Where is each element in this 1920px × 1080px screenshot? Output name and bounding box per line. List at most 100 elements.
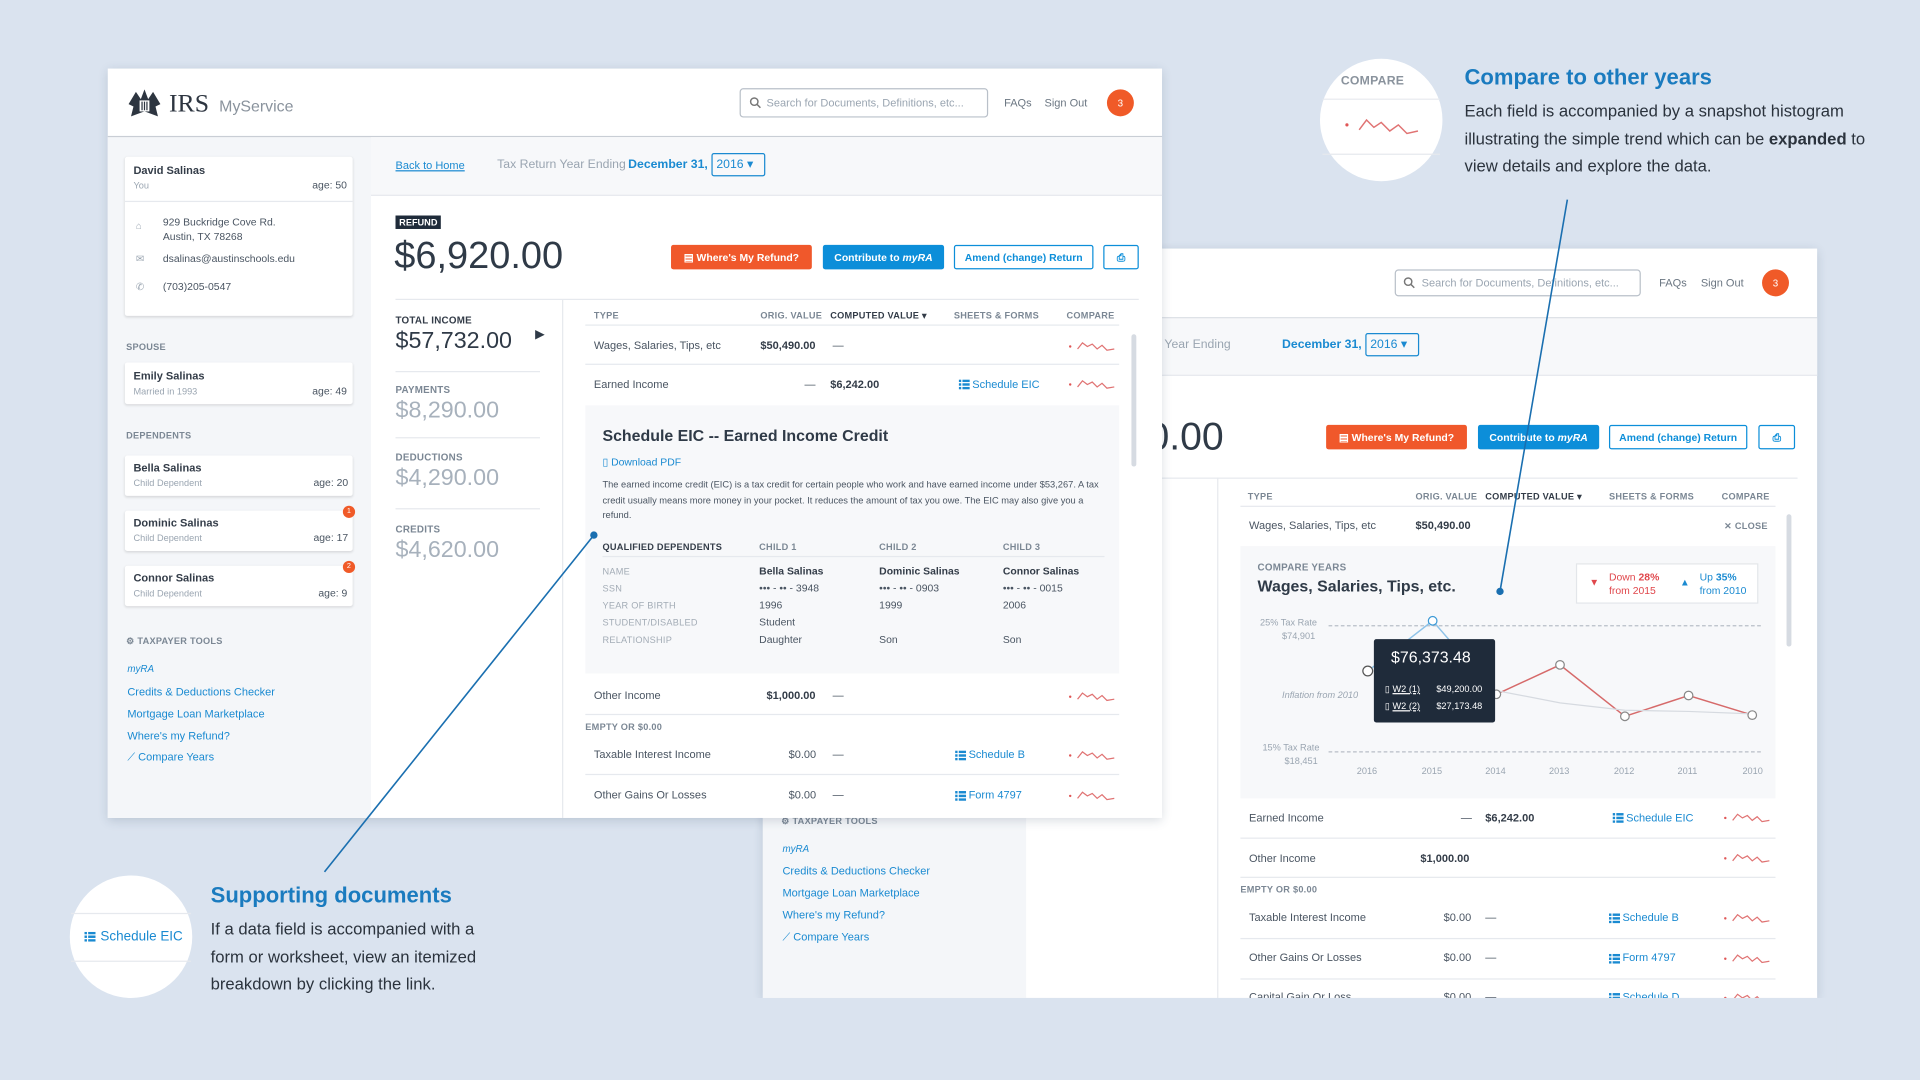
form-link[interactable]: Schedule EIC: [972, 378, 1040, 391]
column-header[interactable]: COMPUTED VALUE ▾: [1485, 491, 1582, 503]
rate-value: $18,451: [1284, 755, 1318, 767]
tool-link[interactable]: Where's my Refund?: [782, 908, 886, 921]
row-type: Earned Income: [593, 378, 669, 391]
button-label: Contribute to: [834, 251, 900, 264]
button[interactable]: ▤ Where's My Refund?: [671, 244, 812, 270]
sparkline[interactable]: [1068, 689, 1117, 704]
inflation-line: [1496, 690, 1753, 715]
divider: [1050, 477, 1798, 479]
list-icon: [955, 791, 966, 801]
form-link[interactable]: Schedule B: [1622, 911, 1679, 924]
year-value: 2016: [1370, 337, 1398, 352]
person-name: Emily Salinas: [133, 369, 205, 383]
divider: [124, 200, 353, 203]
row-label: RELATIONSHIP: [602, 634, 673, 646]
print-button[interactable]: ⎙: [1103, 244, 1139, 270]
tool-link[interactable]: ⟋ Compare Years: [127, 750, 215, 763]
row-type: Other Income: [593, 689, 661, 702]
trend-line: [1496, 664, 1753, 718]
mail-icon: ✉: [135, 253, 145, 265]
column-header: TYPE: [593, 309, 619, 321]
button[interactable]: Amend (change) Return: [953, 244, 1094, 270]
sparkline[interactable]: [1068, 377, 1117, 392]
tool-link[interactable]: Credits & Deductions Checker: [782, 864, 931, 877]
button-label-em: myRA: [1557, 431, 1588, 444]
search-icon: [749, 97, 761, 109]
nav-link[interactable]: FAQs: [1659, 276, 1687, 289]
trend-from: from 2015: [1608, 584, 1656, 597]
tooltip-item-name[interactable]: W2 (2): [1392, 700, 1421, 712]
sparkline[interactable]: [1723, 951, 1772, 966]
row-orig: $0.00: [1443, 951, 1472, 964]
divider: [395, 437, 541, 439]
rate-label: 25% Tax Rate: [1260, 617, 1318, 629]
form-link[interactable]: Schedule EIC: [1626, 811, 1694, 825]
nav-link[interactable]: Sign Out: [1700, 276, 1744, 289]
sparkline[interactable]: [1723, 811, 1772, 826]
child-value: Dominic Salinas: [879, 564, 960, 577]
form-link[interactable]: Form 4797: [1622, 951, 1676, 964]
person-note: Child Dependent: [133, 532, 202, 544]
download-link[interactable]: ▯ Download PDF: [602, 455, 682, 468]
tooltip-item: ▯ W2 (1): [1384, 683, 1421, 695]
button[interactable]: Contribute to myRA: [822, 244, 945, 270]
tool-link[interactable]: Mortgage Loan Marketplace: [127, 707, 265, 721]
year-date: December 31,: [1282, 337, 1362, 352]
print-button[interactable]: ⎙: [1758, 424, 1796, 450]
tool-link[interactable]: Where's my Refund?: [127, 729, 230, 743]
form-link[interactable]: Schedule B: [968, 748, 1025, 761]
row-computed: —: [1485, 911, 1497, 924]
column-header[interactable]: COMPUTED VALUE ▾: [830, 309, 927, 321]
child-value: 1996: [759, 598, 783, 612]
nav-link[interactable]: Sign Out: [1044, 96, 1088, 109]
sparkline[interactable]: [1723, 911, 1772, 926]
form-link[interactable]: Form 4797: [968, 788, 1022, 801]
tool-link[interactable]: myRA: [127, 663, 155, 675]
link-text: Compare Years: [138, 750, 215, 763]
divider: [585, 363, 1120, 365]
button[interactable]: Contribute to myRA: [1477, 424, 1600, 450]
profile-role: You: [133, 180, 149, 192]
row-type: Wages, Salaries, Tips, etc: [593, 339, 721, 352]
column-header: SHEETS & FORMS: [953, 309, 1039, 321]
button[interactable]: ▤ Where's My Refund?: [1326, 424, 1467, 450]
search-icon: [1403, 277, 1415, 289]
row-type: Earned Income: [1248, 811, 1324, 825]
tooltip-item-name[interactable]: W2 (1): [1392, 683, 1421, 695]
search-box[interactable]: [739, 88, 989, 118]
tool-link[interactable]: Credits & Deductions Checker: [127, 685, 275, 698]
expanded-text: The earned income credit (EIC) is a tax …: [602, 478, 1099, 521]
row-orig: $0.00: [788, 788, 817, 801]
annotation-title: Compare to other years: [1464, 64, 1712, 90]
button[interactable]: Amend (change) Return: [1608, 424, 1748, 450]
heading-text: TAXPAYER TOOLS: [137, 635, 223, 647]
year-date: December 31,: [628, 157, 708, 172]
sparkline[interactable]: [1068, 789, 1117, 804]
row-orig: $1,000.00: [766, 689, 816, 702]
close-button[interactable]: ✕ CLOSE: [1724, 520, 1768, 532]
point: [1683, 690, 1694, 701]
compare-field: Wages, Salaries, Tips, etc.: [1257, 576, 1456, 596]
trend-up: Up 35%: [1700, 571, 1737, 583]
sparkline[interactable]: [1723, 851, 1772, 866]
expand-arrow[interactable]: ▶: [535, 328, 545, 342]
link-text: Download PDF: [611, 455, 682, 468]
search-placeholder: Search for Documents, Definitions, etc..…: [1421, 276, 1619, 289]
back-link[interactable]: Back to Home: [395, 159, 465, 172]
point: [1747, 710, 1758, 721]
notification-badge[interactable]: 3: [1106, 89, 1134, 117]
logo-eagle: [128, 89, 161, 117]
notification-badge[interactable]: 3: [1762, 269, 1789, 297]
sparkline[interactable]: [1068, 339, 1117, 354]
tool-link[interactable]: Mortgage Loan Marketplace: [782, 886, 920, 899]
year-select[interactable]: 2016 ▾: [711, 153, 766, 177]
button-label-em: myRA: [902, 251, 933, 264]
tool-link[interactable]: myRA: [782, 843, 810, 855]
person-card: [124, 565, 353, 607]
tool-link[interactable]: ⟋ Compare Years: [782, 930, 870, 943]
year-select[interactable]: 2016 ▾: [1365, 333, 1420, 357]
divider: [762, 317, 1818, 319]
nav-link[interactable]: FAQs: [1004, 96, 1032, 109]
sparkline[interactable]: [1068, 748, 1117, 763]
